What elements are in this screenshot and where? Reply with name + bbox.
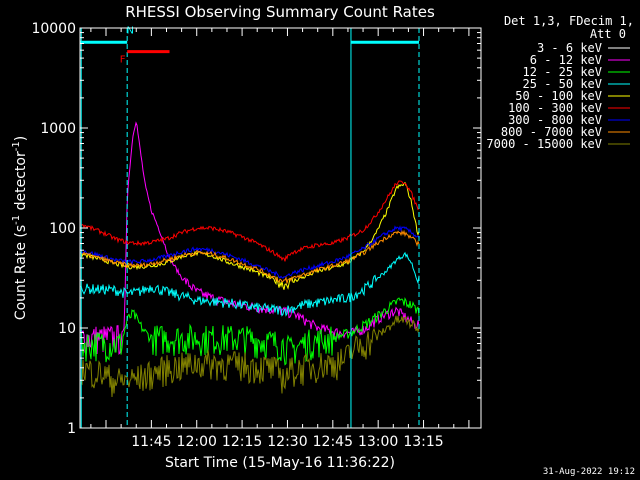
x-tick-label: 13:00	[358, 434, 398, 450]
legend-title-line1: Det 1,3, FDecim 1,	[504, 14, 634, 28]
x-tick-label: 11:45	[131, 434, 171, 450]
y-label-exp1: -1	[11, 215, 22, 225]
y-tick-label: 10000	[31, 21, 76, 37]
series-line-6	[80, 225, 420, 279]
y-tick-label: 1000	[40, 121, 76, 137]
series-line-2	[80, 297, 420, 366]
x-axis-label: Start Time (15-May-16 11:36:22)	[165, 455, 395, 471]
y-tick-label: 10	[58, 321, 76, 337]
x-tick-label: 12:00	[177, 434, 217, 450]
y-label-main: Count Rate (s	[13, 225, 29, 320]
legend-label-6: 300 - 800 keV	[508, 113, 602, 127]
series-line-8	[80, 315, 420, 398]
y-axis-label: Count Rate (s-1 detector-1)	[11, 136, 29, 320]
footer-timestamp: 31-Aug-2022 19:12	[543, 467, 635, 477]
x-tick-label: 12:45	[313, 434, 353, 450]
y-label-end: )	[13, 136, 29, 141]
plot-area: FN	[80, 26, 420, 428]
series-line-5	[80, 180, 420, 262]
annotation-n: N	[126, 26, 133, 37]
y-label-exp2: -1	[11, 141, 22, 151]
legend-label-1: 6 - 12 keV	[530, 53, 602, 67]
x-tick-label: 12:15	[222, 434, 262, 450]
series-line-0	[80, 139, 420, 426]
legend-label-7: 800 - 7000 keV	[501, 125, 602, 139]
x-tick-label: 13:15	[403, 434, 443, 450]
legend-label-5: 100 - 300 keV	[508, 101, 602, 115]
legend-label-8: 7000 - 15000 keV	[486, 137, 602, 151]
legend-label-4: 50 - 100 keV	[515, 89, 602, 103]
x-tick-label: 12:30	[267, 434, 307, 450]
legend-title-line2: Att 0	[590, 27, 626, 41]
annotation-f: F	[120, 55, 126, 66]
axis-ticks: 11:45 12:00 12:15 12:30 12:45 13:00 13:15 1 10 10…	[31, 21, 481, 450]
series-line-4	[80, 181, 420, 290]
legend-label-0: 3 - 6 keV	[537, 41, 602, 55]
legend-label-2: 12 - 25 keV	[523, 65, 602, 79]
y-tick-label: 100	[49, 221, 76, 237]
legend-label-3: 25 - 50 keV	[523, 77, 602, 91]
chart-title: RHESSI Observing Summary Count Rates	[125, 3, 435, 21]
y-tick-label: 1	[67, 421, 76, 437]
y-label-mid: detector	[13, 151, 29, 215]
series-line-3	[80, 251, 420, 317]
series-line-7	[80, 229, 420, 284]
